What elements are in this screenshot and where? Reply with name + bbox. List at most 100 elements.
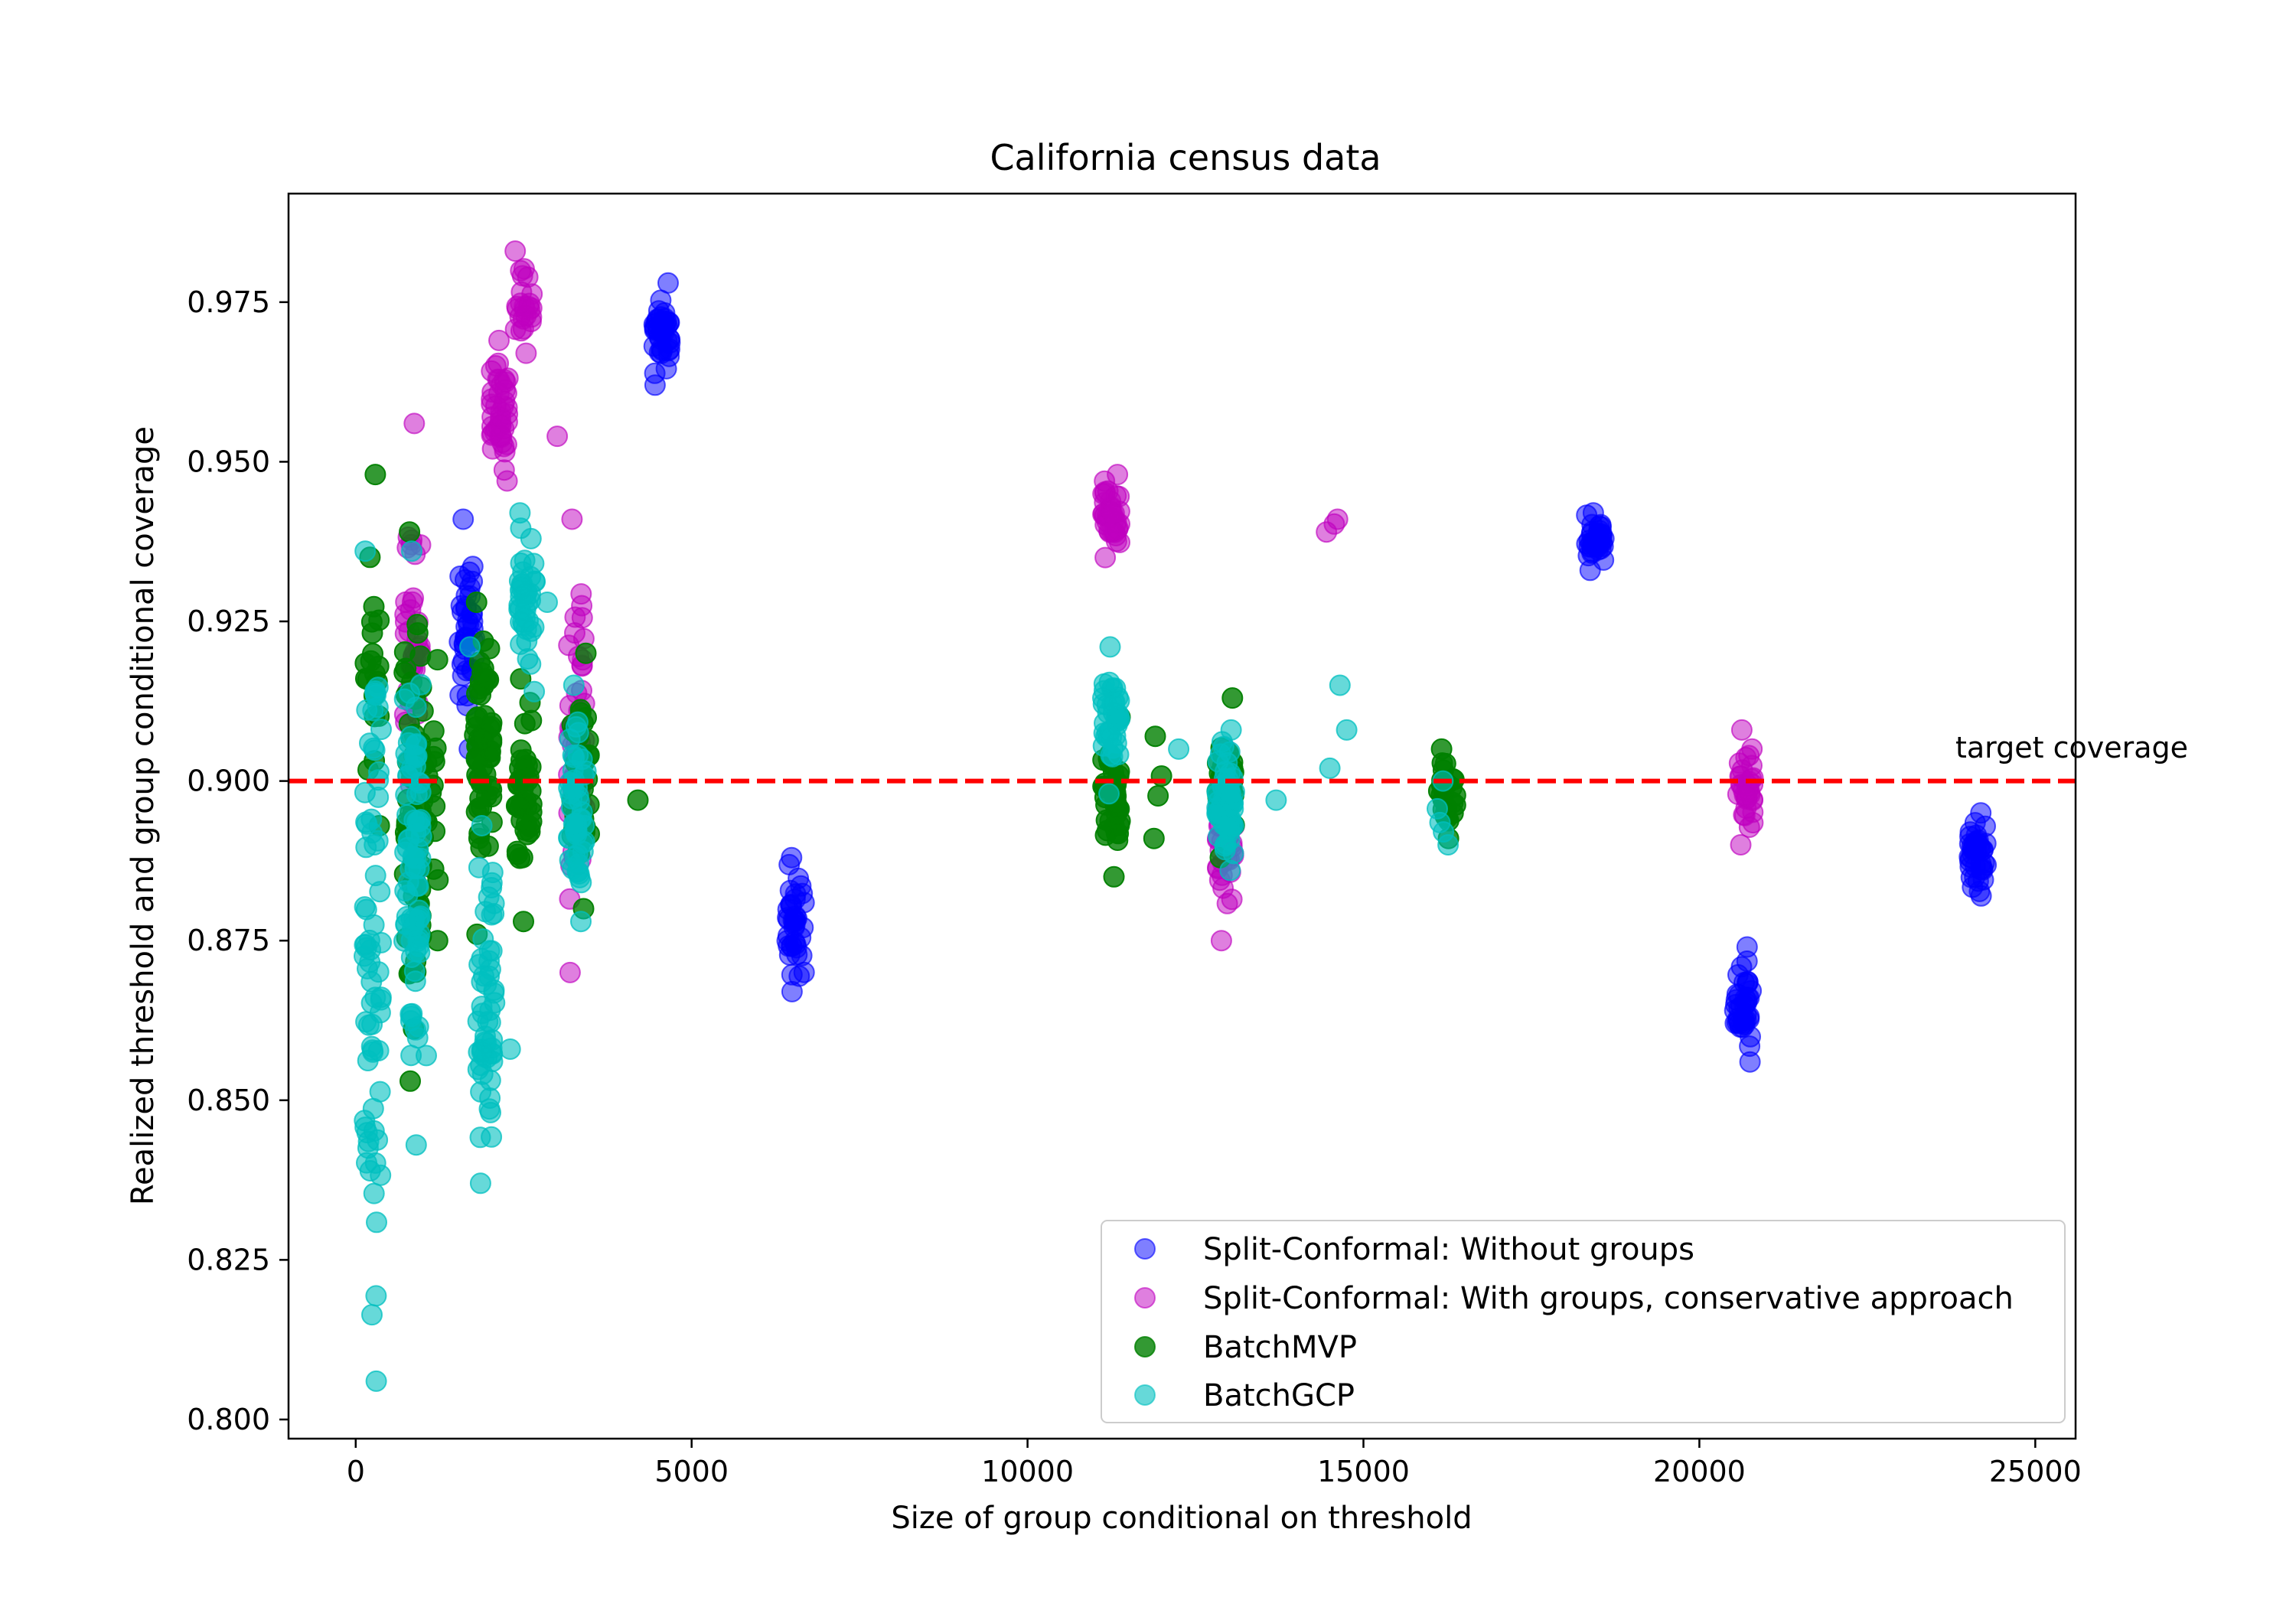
data-point [1736,990,1758,1012]
data-point [452,508,475,530]
x-tick-label: 15000 [1317,1455,1410,1488]
data-point [400,1070,421,1092]
data-point [1098,671,1120,693]
data-point [519,820,541,843]
y-tick-label: 0.825 [187,1243,270,1276]
data-point [561,508,583,530]
legend-marker-batchmvp [1134,1336,1156,1358]
data-point [1099,636,1121,658]
data-point [546,425,569,448]
data-point [483,903,505,924]
data-point [357,957,378,980]
data-point [518,292,540,315]
data-point [360,808,383,830]
x-tick-label: 10000 [981,1455,1074,1488]
data-point [401,540,422,562]
data-point [359,732,380,755]
data-point [395,784,417,806]
data-point [1147,785,1169,807]
data-point [1739,1035,1761,1058]
data-point [780,894,802,916]
data-point [364,464,386,486]
data-point [504,240,527,262]
data-point [1094,546,1117,569]
data-point [354,896,376,918]
data-point [1107,830,1129,851]
data-point [1212,735,1234,758]
data-point [1221,687,1244,709]
data-point [563,674,585,696]
data-point [1965,839,1987,861]
data-point [1427,797,1448,820]
data-point [403,412,426,435]
data-point [1729,1016,1751,1038]
data-point [367,830,389,852]
y-tick-label: 0.875 [187,924,270,957]
data-point [655,357,677,380]
data-point [1101,503,1124,525]
data-point [366,1211,387,1234]
data-point [409,673,432,696]
data-point [355,937,377,959]
x-tick-label: 20000 [1653,1455,1746,1488]
data-point [400,1003,422,1025]
data-point [369,881,391,903]
data-points [354,240,1998,1392]
data-point [405,696,427,719]
data-point [520,582,541,605]
data-point [520,653,542,675]
y-tick-label: 0.975 [187,285,270,319]
data-point [570,583,592,605]
legend-label-batchmvp: BatchMVP [1203,1330,1357,1365]
data-point [523,680,546,702]
data-point [409,941,431,963]
data-point [510,259,532,282]
data-point [1738,745,1760,767]
data-point [1143,827,1165,849]
data-point [459,636,481,658]
data-point [481,732,503,754]
data-point [488,329,510,351]
axes-frame [287,192,2077,1440]
data-point [365,1370,387,1392]
data-point [1215,815,1238,837]
data-point [362,1097,384,1120]
data-point [488,352,510,374]
data-point [364,682,386,704]
y-tick-label: 0.900 [187,764,270,798]
data-point [1736,950,1758,972]
x-axis-label: Size of group conditional on threshold [891,1501,1472,1536]
y-tick-label: 0.800 [187,1403,270,1436]
data-point [776,930,798,952]
data-point [515,342,537,364]
data-point [395,657,417,680]
data-point [1738,817,1760,838]
data-point [536,592,558,613]
data-point [407,838,429,860]
data-point [520,709,543,732]
y-axis-label: Realized threshold and group conditional… [126,426,161,1205]
data-point [1210,930,1232,952]
data-point [356,699,378,721]
data-point [1730,719,1753,741]
data-point [481,1126,503,1148]
data-point [627,789,649,811]
data-point [403,587,425,609]
data-point [493,459,515,481]
data-point [357,1014,380,1036]
data-point [477,668,499,690]
data-point [1329,674,1351,696]
x-axis-ticks: 0 5000 10000 15000 20000 25000 [347,1439,2082,1488]
data-point [559,961,581,983]
data-point [562,759,584,781]
data-point [405,747,427,769]
data-point [478,940,501,962]
plot-area [289,240,2076,1392]
data-point [570,911,592,933]
data-point [397,871,419,893]
data-point [424,795,446,817]
data-point [1168,738,1190,760]
data-point [778,853,801,875]
data-point [481,1051,504,1072]
